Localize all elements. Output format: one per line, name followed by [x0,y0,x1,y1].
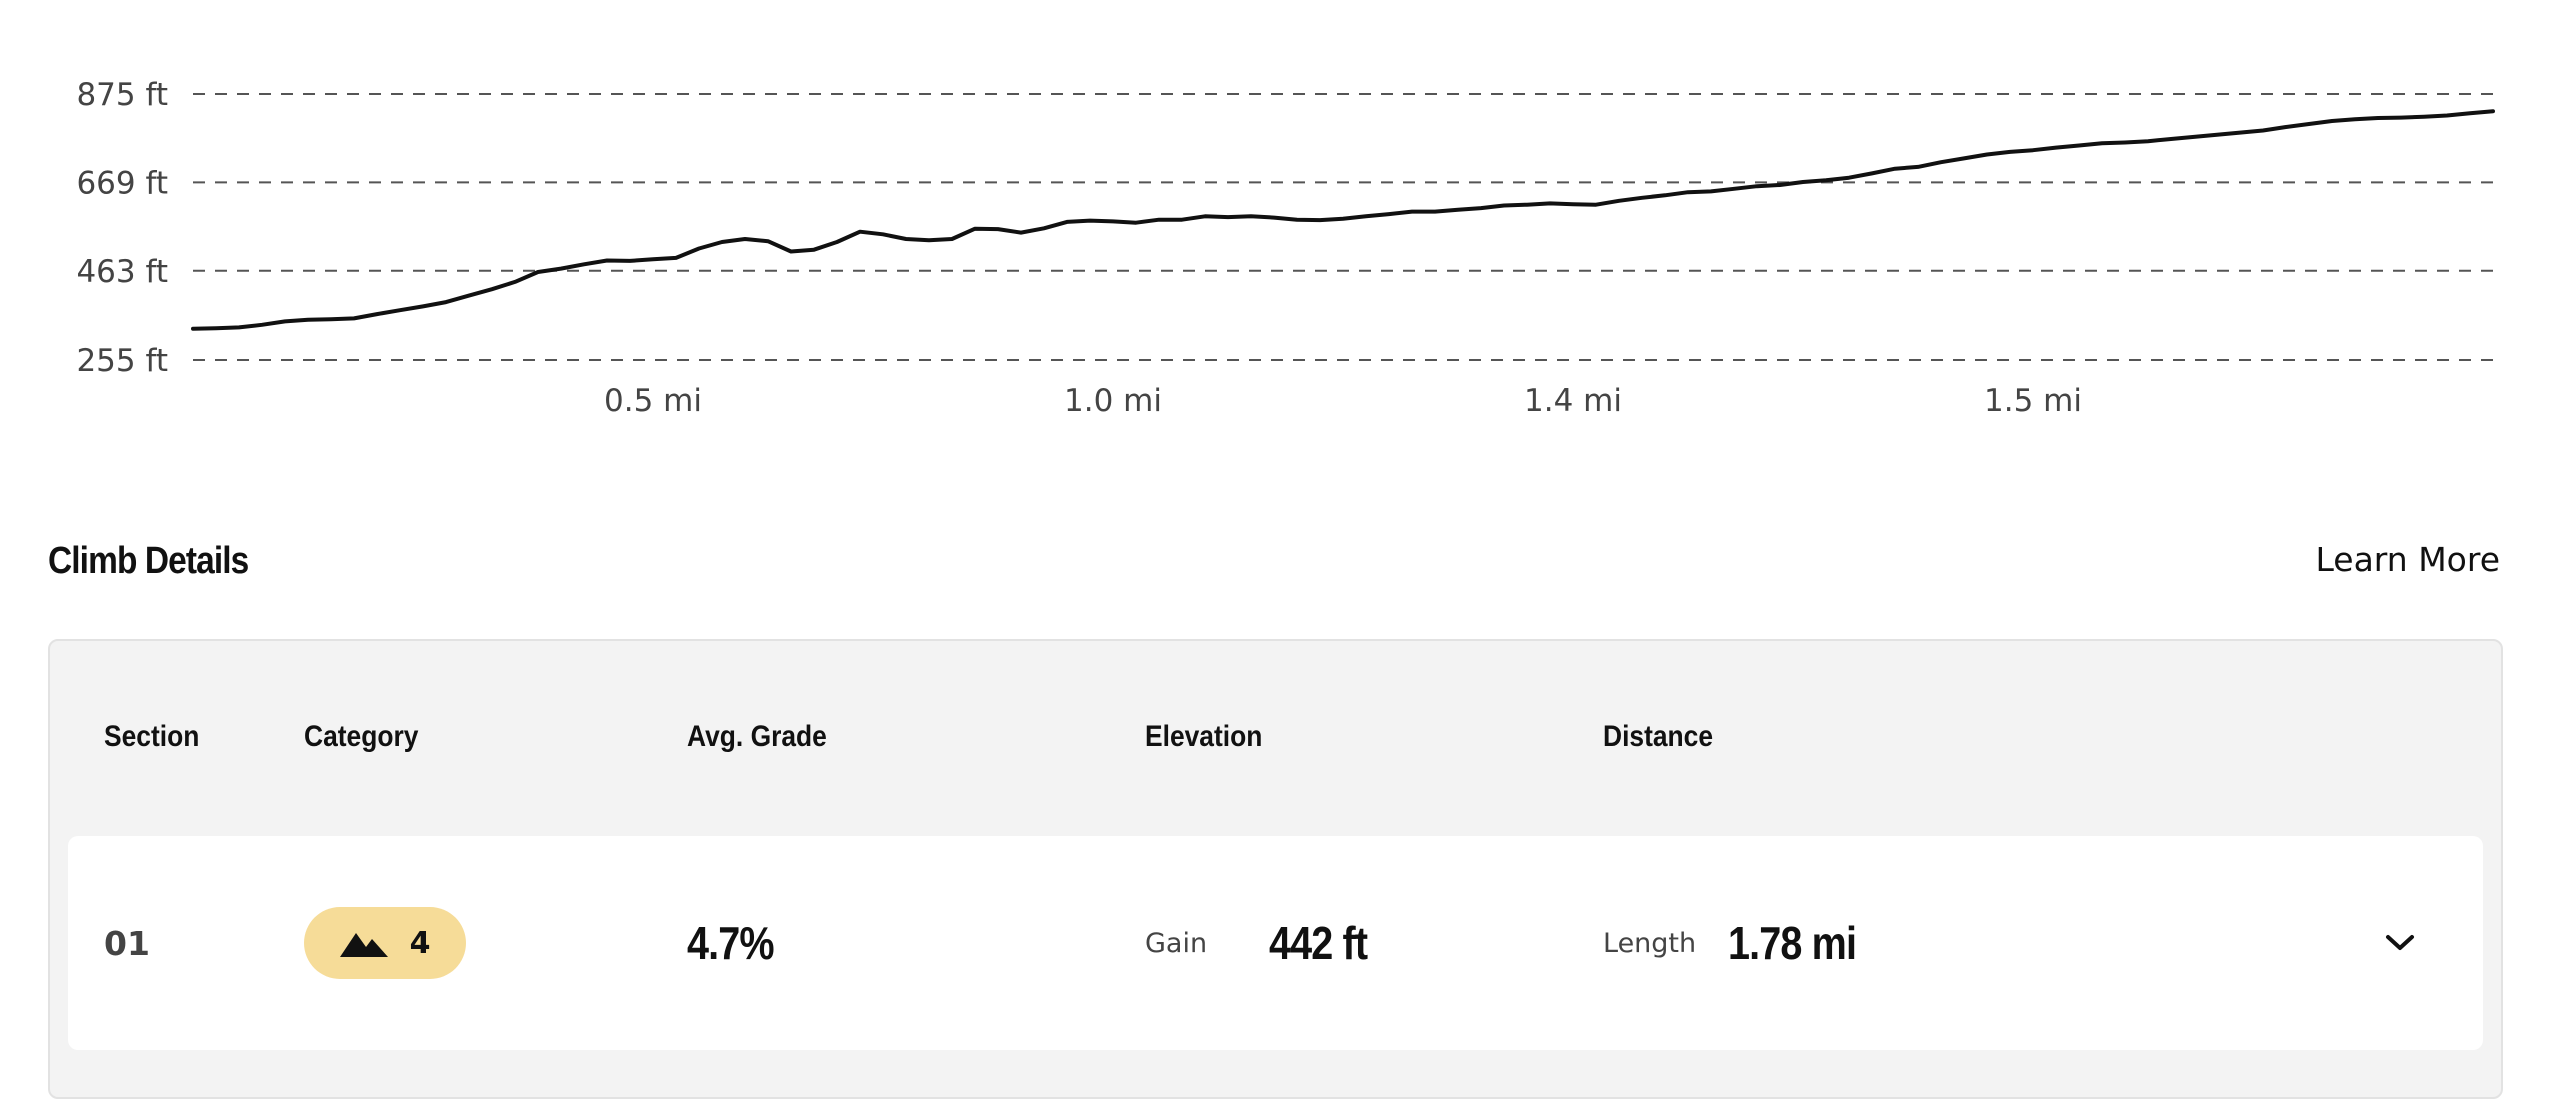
chevron-down-icon [2386,935,2414,950]
length-label: Length [1603,927,1697,959]
header-elevation: Elevation [1145,720,1263,753]
y-axis: 255 ft 463 ft 669 ft 875 ft [76,77,168,379]
section-number: 01 [104,923,150,963]
avg-grade-value: 4.7% [687,917,775,969]
gain-value: 442 ft [1269,917,1368,969]
expand-button[interactable] [2385,836,2415,1050]
category-value: 4 [409,925,431,961]
elevation-line [191,109,2495,331]
x-tick-label: 1.4 mi [1524,383,1622,419]
length-value: 1.78 mi [1728,917,1857,969]
x-tick-label: 0.5 mi [604,383,702,419]
header-category: Category [304,720,419,753]
elevation-chart: 255 ft 463 ft 669 ft 875 ft 0.5 mi 1.0 mi 1.4… [76,77,2495,419]
header-avg-grade: Avg. Grade [687,720,827,753]
x-tick-label: 1.0 mi [1064,383,1162,419]
learn-more-link[interactable]: Learn More [2315,540,2500,579]
climb-details-title: Climb Details [48,540,249,582]
mountain-icon [339,933,388,957]
chart-gridlines [193,93,2493,361]
climb-row[interactable]: 01 4 4.7% Gain 442 ft Length 1.78 mi [68,836,2483,1050]
header-section: Section [104,720,200,753]
y-tick-label: 669 ft [76,165,168,201]
header-distance: Distance [1603,720,1714,753]
x-axis: 0.5 mi 1.0 mi 1.4 mi 1.5 mi [604,383,2082,419]
y-tick-label: 463 ft [76,254,168,290]
y-tick-label: 255 ft [76,343,168,379]
y-tick-label: 875 ft [76,77,168,113]
x-tick-label: 1.5 mi [1984,383,2082,419]
gain-label: Gain [1145,927,1208,959]
category-badge: 4 [304,907,466,979]
